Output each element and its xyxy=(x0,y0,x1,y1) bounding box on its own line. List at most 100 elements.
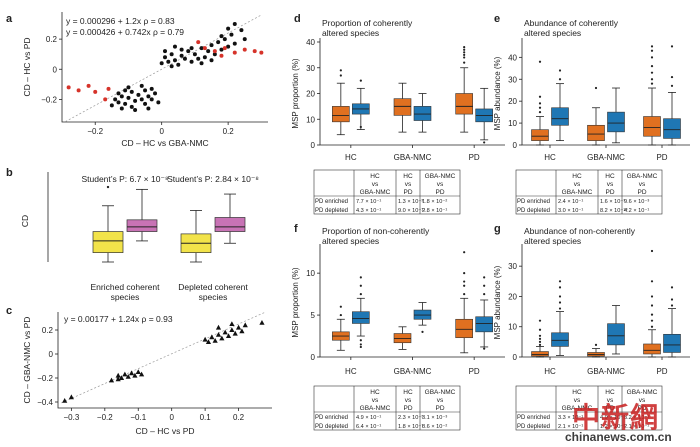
panel-c-xtick-label: −0.3 xyxy=(63,413,79,422)
panel-e-table-col-header: PD xyxy=(637,189,646,196)
panel-d-table xyxy=(313,169,461,215)
panel-e-table-col-header: vs xyxy=(639,181,646,188)
panel-c-point xyxy=(229,327,235,332)
panel-a-point-non-coherent xyxy=(103,97,108,102)
panel-a-point-coherent xyxy=(189,59,194,64)
panel-c-ylabel: CD – GBA-NMC vs PD xyxy=(22,317,32,404)
panel-c-point xyxy=(122,371,128,377)
panel-a-point-coherent xyxy=(179,53,184,58)
panel-f-outlier xyxy=(483,284,486,287)
panel-e-table-cell: 2.4 × 10⁻¹ xyxy=(558,199,583,205)
panel-e-table-row-label: PD depleted xyxy=(517,208,550,214)
panel-d-outlier xyxy=(339,74,342,77)
panel-g-outlier xyxy=(538,343,542,346)
panel-e-outlier xyxy=(538,102,542,105)
panel-a-point-non-coherent xyxy=(76,88,81,93)
panel-e-outlier xyxy=(650,56,654,59)
panel-a-point-coherent xyxy=(169,64,174,69)
panel-e-outlier xyxy=(538,95,542,98)
panel-b-outlier xyxy=(106,185,110,189)
panel-a-point-coherent xyxy=(129,104,134,109)
panel-a-point-non-coherent xyxy=(222,46,227,51)
panel-a-point-non-coherent xyxy=(66,85,71,90)
panel-a-point-coherent xyxy=(172,44,177,49)
panel-a-point-coherent xyxy=(159,61,164,66)
panel-d-outlier xyxy=(463,56,466,59)
panel-a-point-coherent xyxy=(179,47,184,52)
panel-f-table-cell: 1.8 × 10⁻⁷ xyxy=(398,423,423,430)
panel-a-point-coherent xyxy=(139,83,144,88)
panel-a-point-coherent xyxy=(146,94,151,99)
panel-e-outlier xyxy=(538,60,542,63)
panel-c-point xyxy=(209,334,215,340)
panel-a-point-coherent xyxy=(156,100,161,105)
panel-e-table-col-header: GBA-NMC xyxy=(627,173,658,180)
panel-c-point xyxy=(239,328,245,334)
panel-f-table-col-header: vs xyxy=(437,397,444,404)
panel-a-ytick-label: 0 xyxy=(53,65,58,74)
panel-g-table-cell: 2.1 × 10⁻¹ xyxy=(558,424,583,430)
panel-c-xtick-label: −0.1 xyxy=(130,413,146,422)
panel-g-outlier xyxy=(538,328,542,331)
panel-d-outlier xyxy=(359,79,362,82)
panel-a-point-coherent xyxy=(149,86,154,91)
panel-a-xtick-label: −0.2 xyxy=(87,127,103,136)
panel-b-group-label: Depleted coherent xyxy=(178,282,248,292)
panel-a-point-coherent xyxy=(176,62,181,67)
panel-a-point-coherent xyxy=(182,56,187,61)
panel-d-table-cell: 1.8 × 10⁻² xyxy=(422,199,447,205)
panel-a-point-non-coherent xyxy=(259,50,264,55)
panel-e-box xyxy=(587,124,605,141)
panel-g-outlier xyxy=(538,337,542,340)
panel-g-title: Abundance of non-coherently xyxy=(524,226,636,236)
panel-e-table-col-header: HC xyxy=(605,173,615,180)
panel-d-outlier xyxy=(463,53,466,56)
panel-a-point-non-coherent xyxy=(219,53,224,58)
panel-a-point-coherent xyxy=(126,95,131,100)
panel-g-outlier xyxy=(650,304,654,307)
panel-g-outlier xyxy=(670,286,674,289)
panel-a-point-non-coherent xyxy=(212,49,217,54)
panel-g-ytick-label: 0 xyxy=(513,353,518,362)
panel-e-outlier xyxy=(650,71,654,74)
panel-f-table-cell: 4.9 × 10⁻¹ xyxy=(356,415,381,421)
panel-c-point xyxy=(125,374,131,379)
panel-a-point-coherent xyxy=(166,59,171,64)
panel-g-table-col-header: vs xyxy=(574,397,581,404)
panel-a-point-coherent xyxy=(133,107,138,112)
panel-e-outlier xyxy=(650,49,654,52)
panel-b-group-label: species xyxy=(111,292,140,302)
panel-e-outlier xyxy=(650,82,654,85)
panel-c-trend-line xyxy=(61,311,266,404)
panel-a-point-coherent xyxy=(226,26,231,31)
panel-d-outlier xyxy=(339,69,342,72)
panel-g-title: altered species xyxy=(524,236,581,246)
panel-a-point-coherent xyxy=(136,92,141,97)
panel-g-outlier xyxy=(558,307,562,310)
panel-d-box xyxy=(413,106,432,121)
panel-g-outlier xyxy=(650,280,654,283)
panel-g-table-cell: 3.3 × 10⁻¹ xyxy=(558,415,583,421)
panel-e-category-label: GBA-NMC xyxy=(587,153,625,162)
panel-g-table-col-header: HC xyxy=(572,389,582,396)
panel-g-category-label: PD xyxy=(656,367,667,376)
panel-d-title: Proportion of coherently xyxy=(322,18,413,28)
panel-a-point-coherent xyxy=(239,28,244,33)
panel-g-table-col-header: GBA-NMC xyxy=(627,389,658,396)
panel-c-point xyxy=(232,330,238,336)
panel-d-ytick-label: 0 xyxy=(311,141,316,150)
panel-d-axes xyxy=(319,38,505,146)
panel-e-table-row-label: PD enriched xyxy=(517,199,550,205)
panel-d-table-row-label: PD depleted xyxy=(315,208,348,214)
panel-a-ytick-label: −0.2 xyxy=(41,95,57,104)
panel-c-ytick-label: 0 xyxy=(49,350,54,359)
panel-e-box xyxy=(607,111,625,133)
panel-c-point xyxy=(68,394,74,400)
panel-f-ylabel: MSP proportion (%) xyxy=(291,267,300,337)
panel-c-xtick-label: 0 xyxy=(169,413,174,422)
panel-a-point-coherent xyxy=(146,106,151,111)
panel-g-outlier xyxy=(594,343,598,346)
panel-g-outlier xyxy=(558,301,562,304)
panel-c-point xyxy=(138,371,145,377)
panel-e-outlier xyxy=(594,86,598,90)
